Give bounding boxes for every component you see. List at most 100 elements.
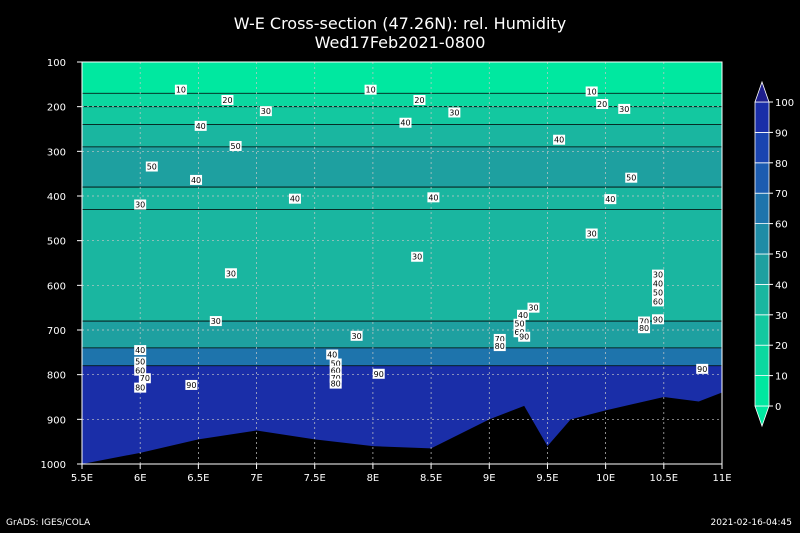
y-tick-label-7: 800 (47, 371, 66, 382)
grid-lines (82, 62, 722, 464)
contour-label-47: 50 (331, 360, 341, 369)
contour-label-bg-32 (652, 269, 664, 280)
x-tick-label-10: 10.5E (650, 473, 679, 484)
footer-credit: GrADS: IGES/COLA (6, 518, 91, 528)
contour-label-bg-5 (145, 161, 158, 172)
colorbar-label-3: 30 (775, 311, 788, 322)
x-tick-label-6: 8.5E (420, 473, 442, 484)
contour-label-18: 50 (626, 174, 636, 183)
colorbar-label-5: 50 (775, 250, 788, 261)
rh-band-3 (82, 124, 722, 147)
colorbar-swatch-4 (754, 253, 770, 285)
contour-label-37: 80 (639, 324, 649, 333)
x-tick-label-2: 6.5E (187, 473, 209, 484)
contour-label-14: 10 (587, 87, 597, 96)
terrain-mask (82, 392, 722, 464)
y-tick-label-1: 200 (47, 103, 66, 114)
colorbar-swatch-0 (754, 375, 770, 407)
x-tick-label-5: 8E (367, 473, 380, 484)
contour-label-bg-14 (585, 86, 598, 97)
contour-label-27: 50 (514, 320, 524, 329)
contour-label-bg-46 (326, 349, 339, 360)
contour-label-bg-31 (493, 341, 506, 352)
colorbar-swatch-6 (754, 192, 770, 224)
contour-label-bg-41 (134, 356, 147, 367)
contour-label-3: 40 (196, 122, 206, 131)
contour-label-bg-38 (652, 314, 664, 325)
contour-label-bg-23 (209, 316, 222, 327)
colorbar-low-arrow (754, 405, 770, 428)
contour-label-bg-20 (585, 228, 598, 239)
contour-label-39: 90 (697, 365, 707, 374)
contour-label-bg-10 (413, 94, 426, 105)
y-tick-label-3: 400 (47, 192, 66, 203)
contour-label-bg-30 (493, 333, 506, 344)
contour-label-16: 30 (619, 105, 629, 114)
rh-band-5 (82, 187, 722, 210)
contour-label-34: 50 (653, 288, 663, 297)
plot-frame (81, 61, 723, 465)
colorbar-swatch-1 (754, 344, 770, 377)
contour-label-bg-43 (138, 373, 151, 384)
contour-label-bg-26 (517, 309, 530, 320)
x-tick-label-3: 7E (250, 473, 263, 484)
x-tick-label-4: 7.5E (304, 473, 326, 484)
contour-label-bg-6 (190, 174, 203, 185)
footer-timestamp: 2021-02-16-04:45 (710, 518, 793, 528)
contour-label-15: 20 (597, 100, 607, 109)
contour-label-bg-4 (229, 140, 242, 151)
contour-label-bg-37 (638, 323, 651, 334)
y-tick-label-2: 300 (47, 147, 66, 158)
contour-label-bg-34 (652, 287, 664, 298)
contour-label-bg-16 (618, 103, 631, 114)
rh-band-7 (82, 321, 722, 348)
contour-label-30: 70 (495, 335, 505, 344)
x-tick-label-8: 9.5E (536, 473, 558, 484)
contour-label-4: 50 (231, 142, 241, 151)
contour-label-bg-49 (329, 372, 342, 383)
contour-label-bg-0 (174, 84, 187, 95)
contour-label-49: 70 (331, 374, 341, 383)
contour-label-46: 40 (327, 351, 337, 360)
y-axis: 100 200 300 400 500 600 700 800 900 1000 (41, 58, 82, 471)
contour-label-43: 70 (140, 374, 150, 383)
contour-label-bg-18 (625, 172, 638, 183)
colorbar: 0 10 20 30 40 50 60 70 80 90 100 (754, 80, 794, 428)
contour-label-bg-22 (224, 268, 237, 279)
contour-label-bg-12 (399, 117, 412, 128)
contour-label-40: 40 (135, 346, 145, 355)
contour-label-bg-39 (696, 363, 709, 374)
y-tick-label-5: 600 (47, 281, 66, 292)
contour-label-7: 30 (135, 200, 145, 209)
colorbar-label-10: 100 (775, 98, 794, 109)
colorbar-label-8: 80 (775, 159, 788, 170)
contour-label-6: 40 (191, 176, 201, 185)
y-tick-label-8: 900 (47, 415, 66, 426)
contour-label-25: 30 (528, 304, 538, 313)
contour-label-45: 90 (186, 381, 196, 390)
contour-label-32: 30 (653, 271, 663, 280)
y-tick-label-6: 700 (47, 326, 66, 337)
rh-band-4 (82, 146, 722, 188)
colorbar-label-2: 20 (775, 341, 788, 352)
colorbar-label-4: 40 (775, 280, 788, 291)
contour-label-bg-29 (518, 331, 531, 342)
contour-label-bg-36 (638, 316, 651, 327)
contour-label-11: 30 (449, 108, 459, 117)
rh-band-1 (82, 93, 722, 107)
chart-title: W-E Cross-section (47.26N): rel. Humidit… (233, 14, 567, 33)
contour-label-bg-13 (427, 192, 440, 203)
contour-label-bg-17 (553, 134, 566, 145)
contour-label-41: 50 (135, 358, 145, 367)
contour-label-0: 10 (176, 86, 186, 95)
x-tick-label-9: 10E (596, 473, 615, 484)
x-tick-label-0: 5.5E (71, 473, 93, 484)
contour-label-bg-51 (372, 368, 385, 379)
contour-label-19: 40 (605, 195, 615, 204)
colorbar-label-6: 60 (775, 220, 788, 231)
contour-label-bg-19 (604, 194, 617, 205)
contour-label-10: 20 (414, 96, 424, 105)
contour-label-42: 60 (135, 367, 145, 376)
colorbar-swatch-8 (754, 131, 770, 164)
